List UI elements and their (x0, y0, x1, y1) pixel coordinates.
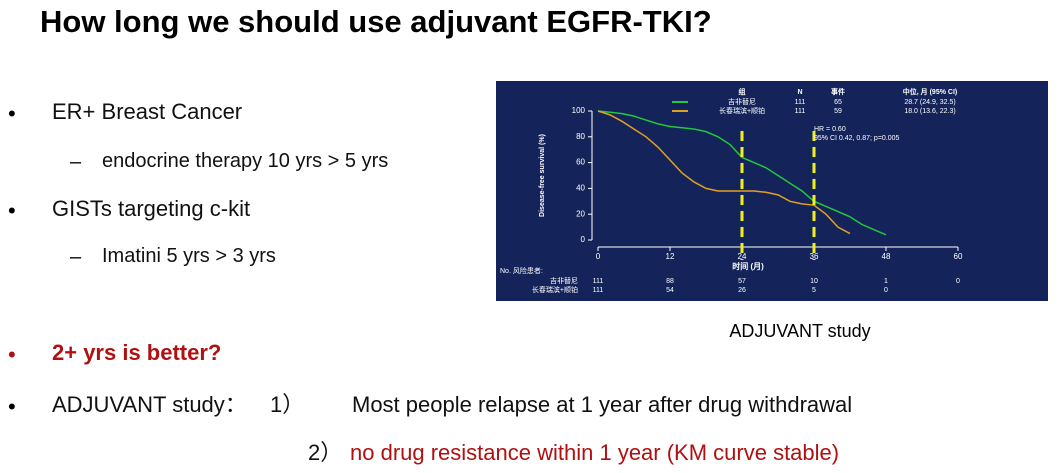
x-axis-label: 时间 (月) (732, 261, 764, 271)
x-tick-label: 48 (882, 252, 891, 261)
legend-label: 吉非替尼 (728, 97, 756, 106)
risk-count: 10 (810, 278, 818, 285)
risk-title: No. 风险患者: (500, 266, 543, 275)
bullet: ER+ Breast Cancer (52, 99, 243, 124)
y-axis-label: Disease-free survival (%) (539, 134, 546, 217)
risk-count: 0 (884, 287, 888, 294)
annotation: HR = 0.60 (814, 126, 846, 133)
x-tick-label: 0 (596, 252, 601, 261)
km-curve (597, 110, 851, 235)
risk-group: 吉非替尼 (550, 276, 578, 285)
sub-bullet: endocrine therapy 10 yrs > 5 yrs (102, 150, 389, 172)
figure-caption: ADJUVANT study (729, 321, 871, 341)
legend-label: 长春瑞滨+顺铂 (719, 106, 765, 115)
legend-header: 事件 (831, 87, 845, 96)
x-tick-label: 36 (810, 252, 819, 261)
x-tick-label: 24 (738, 252, 747, 261)
legend-events: 59 (834, 108, 842, 115)
risk-count: 26 (738, 287, 746, 294)
slide-title: How long we should use adjuvant EGFR-TKI… (40, 4, 712, 39)
legend-header: 组 (739, 87, 746, 96)
sub-marker: – (70, 151, 82, 173)
risk-count: 111 (593, 287, 604, 294)
bullet: GISTs targeting c-kit (52, 196, 251, 221)
risk-count: 1 (884, 278, 888, 285)
legend-header: 中位, 月 (95% CI) (903, 87, 957, 96)
bullet-marker: • (8, 342, 16, 367)
legend-n: 111 (795, 108, 806, 115)
y-tick-label: 0 (581, 235, 586, 244)
y-tick-label: 80 (576, 132, 585, 141)
chart-background (496, 81, 1048, 301)
risk-count: 54 (666, 287, 674, 294)
risk-count: 111 (593, 278, 604, 285)
x-tick-label: 60 (954, 252, 963, 261)
y-tick-label: 100 (572, 106, 586, 115)
risk-group: 长春瑞滨+顺铂 (532, 285, 578, 294)
bullet-marker: • (8, 101, 16, 126)
annotation: 95% CI 0.42, 0.87; p=0.005 (814, 135, 900, 142)
bullet-marker: • (8, 198, 16, 223)
risk-count: 88 (666, 278, 674, 285)
y-tick-label: 20 (576, 209, 585, 218)
bullet-marker: • (8, 394, 16, 419)
risk-count: 0 (956, 278, 960, 285)
point-number: 2） (308, 440, 343, 465)
highlight: 2+ yrs is better? (52, 340, 222, 365)
risk-count: 57 (738, 278, 746, 285)
risk-count: 5 (812, 287, 816, 294)
legend-median: 28.7 (24.9, 32.5) (904, 99, 955, 106)
y-tick-label: 60 (576, 158, 585, 167)
point-text: Most people relapse at 1 year after drug… (352, 392, 853, 417)
sub-marker: – (70, 246, 82, 268)
point-text: no drug resistance within 1 year (KM cur… (350, 440, 840, 465)
legend-events: 65 (834, 99, 842, 106)
legend-median: 18.0 (13.6, 22.3) (904, 108, 955, 115)
x-tick-label: 12 (666, 252, 675, 261)
km-curve (597, 110, 887, 236)
legend-header: N (797, 89, 802, 96)
study-label: ADJUVANT study： (52, 392, 247, 417)
legend-n: 111 (795, 99, 806, 106)
y-tick-label: 40 (576, 184, 585, 193)
point-number: 1） (270, 392, 305, 417)
sub-bullet: Imatini 5 yrs > 3 yrs (102, 245, 276, 267)
